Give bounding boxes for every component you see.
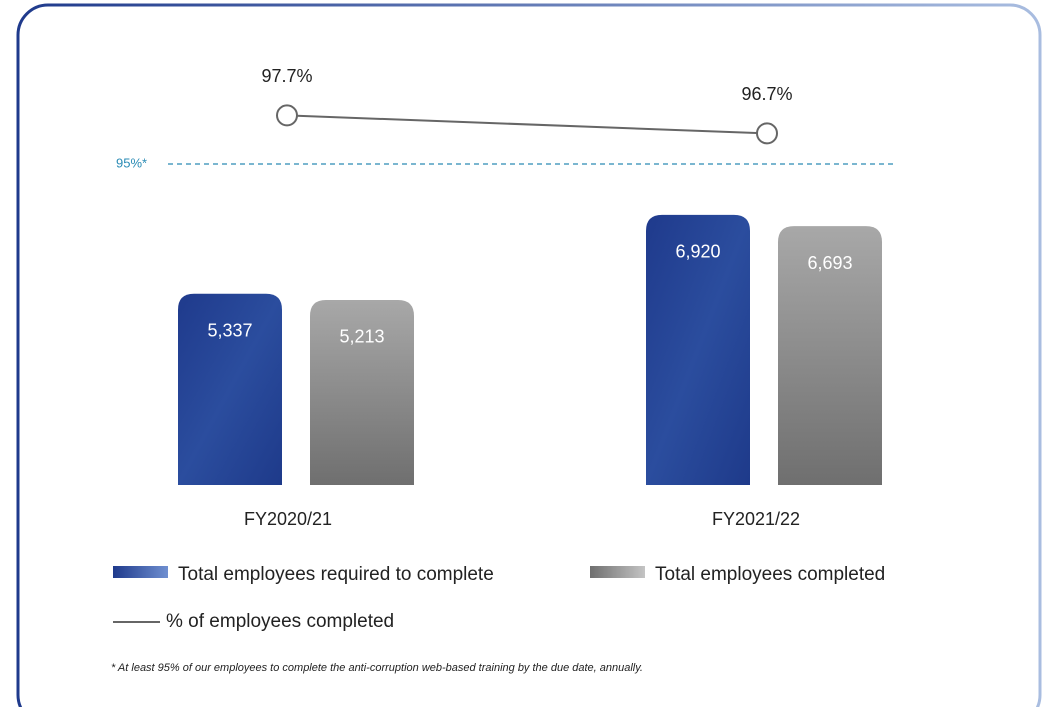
bar (646, 214, 750, 485)
legend-label: % of employees completed (166, 611, 394, 632)
legend-swatch (113, 566, 168, 578)
card-border (16, 3, 1042, 712)
bar-value-label: 5,213 (339, 327, 384, 347)
x-tick-label: FY2021/22 (712, 509, 800, 529)
x-tick-label: FY2020/21 (244, 509, 332, 529)
line (286, 114, 768, 135)
bar (178, 293, 282, 485)
bar (778, 226, 882, 485)
legend-swatch (590, 566, 645, 578)
bar-value-label: 5,337 (207, 321, 252, 341)
bar-value-label: 6,693 (807, 253, 852, 273)
bar (310, 299, 414, 485)
line-point (276, 104, 298, 127)
line-value-label: 97.7% (261, 66, 312, 86)
legend-label: Total employees required to complete (178, 564, 494, 585)
legend-label: Total employees completed (655, 564, 885, 585)
footnote: * At least 95% of our employees to compl… (111, 662, 643, 674)
reference-label: 95%* (116, 155, 147, 170)
line-value-label: 96.7% (741, 84, 792, 104)
line-point (756, 122, 778, 145)
bar-value-label: 6,920 (675, 242, 720, 262)
